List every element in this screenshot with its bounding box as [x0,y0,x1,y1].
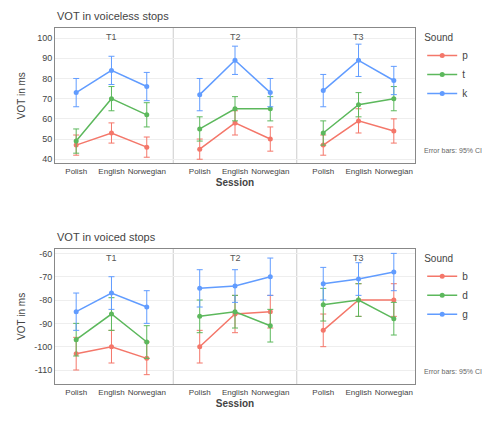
svg-text:Norwegian: Norwegian [128,388,166,397]
svg-text:Session: Session [216,177,254,188]
svg-text:b: b [462,271,468,282]
svg-text:Polish: Polish [65,388,87,397]
svg-text:t: t [462,69,465,80]
svg-text:Polish: Polish [312,388,334,397]
svg-text:Polish: Polish [189,167,211,176]
svg-text:80: 80 [42,74,52,84]
svg-text:T3: T3 [353,32,364,42]
svg-text:English: English [222,388,248,397]
svg-text:g: g [462,309,468,320]
svg-text:Norwegian: Norwegian [251,167,289,176]
svg-text:Sound: Sound [424,253,453,264]
svg-text:-80: -80 [39,295,52,305]
svg-text:90: 90 [42,53,52,63]
svg-text:Polish: Polish [189,388,211,397]
svg-text:k: k [462,88,468,99]
svg-text:English: English [98,167,124,176]
svg-text:Norwegian: Norwegian [375,167,413,176]
svg-text:T2: T2 [230,253,241,263]
svg-text:VOT in voiceless stops: VOT in voiceless stops [57,10,169,22]
svg-text:60: 60 [42,114,52,124]
svg-text:d: d [462,290,468,301]
svg-text:-70: -70 [39,272,52,282]
svg-text:Sound: Sound [424,32,453,43]
svg-text:Polish: Polish [312,167,334,176]
svg-text:T2: T2 [230,32,241,42]
svg-text:Error bars: 95% CI: Error bars: 95% CI [424,147,482,154]
svg-text:Polish: Polish [65,167,87,176]
svg-text:Norwegian: Norwegian [128,167,166,176]
svg-text:-60: -60 [39,249,52,259]
svg-text:VOT in voiced stops: VOT in voiced stops [57,231,156,243]
svg-text:English: English [345,167,371,176]
svg-text:Error bars: 95% CI: Error bars: 95% CI [424,368,482,375]
svg-text:p: p [462,50,468,61]
svg-text:70: 70 [42,94,52,104]
svg-text:Norwegian: Norwegian [251,388,289,397]
svg-text:VOT in ms: VOT in ms [16,293,27,340]
svg-text:Norwegian: Norwegian [375,388,413,397]
svg-text:100: 100 [37,33,52,43]
svg-text:-110: -110 [35,365,52,375]
svg-text:-90: -90 [39,319,52,329]
svg-text:VOT in ms: VOT in ms [16,72,27,119]
svg-text:T1: T1 [106,32,117,42]
svg-text:Session: Session [216,398,254,409]
svg-text:50: 50 [42,134,52,144]
svg-text:English: English [98,388,124,397]
svg-text:English: English [345,388,371,397]
svg-text:English: English [222,167,248,176]
svg-text:40: 40 [42,154,52,164]
svg-text:T3: T3 [353,253,364,263]
svg-text:T1: T1 [106,253,117,263]
svg-text:-100: -100 [34,342,52,352]
